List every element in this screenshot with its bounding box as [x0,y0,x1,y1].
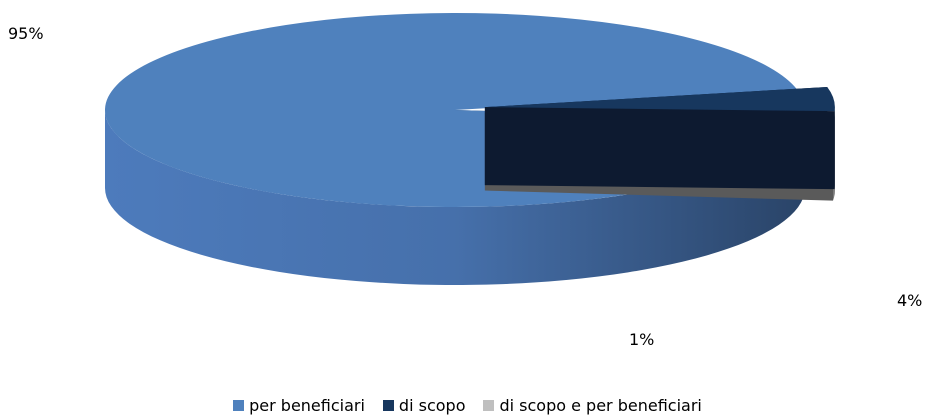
legend-label-di-scopo-e-per-beneficiari: di scopo e per beneficiari [499,395,702,415]
data-label-di-scopo-e-per-beneficiari: 1% [629,330,655,349]
legend-swatch-di-scopo-e-per-beneficiari [483,399,495,411]
legend-item-di-scopo: di scopo [382,395,466,415]
pie-chart [104,12,835,285]
legend-swatch-per-beneficiari [233,399,245,411]
data-label-per-beneficiari: 95% [8,24,44,43]
legend-item-per-beneficiari: per beneficiari [233,396,365,415]
pie-cut-face-di-scopo-1 [484,107,835,190]
legend-label-per-beneficiari: per beneficiari [249,395,365,415]
pie-slice-di-scopo [484,86,835,112]
legend-swatch-di-scopo [382,399,394,411]
legend-label-di-scopo: di scopo [398,395,466,415]
pie-side-per-beneficiari-0 [105,110,804,285]
legend: per beneficiari di scopo di scopo e per … [0,394,935,416]
legend-item-di-scopo-e-per-beneficiari: di scopo e per beneficiari [483,395,702,415]
data-label-di-scopo: 4% [897,291,923,310]
